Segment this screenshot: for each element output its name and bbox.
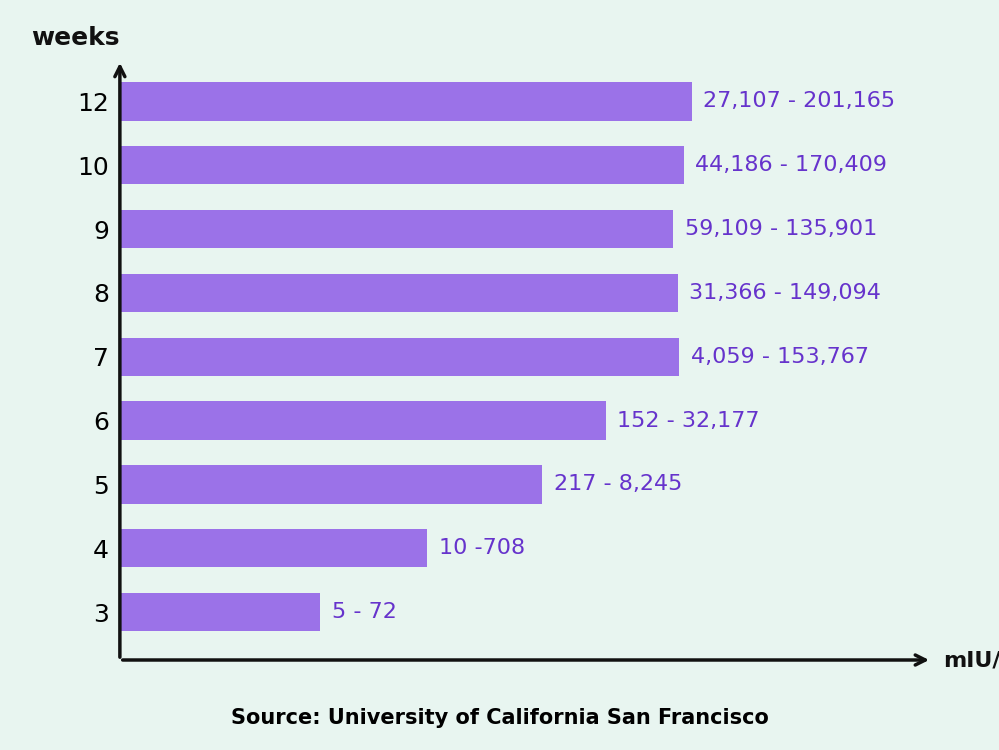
Text: weeks: weeks	[31, 26, 120, 50]
Bar	[120, 338, 679, 376]
Bar	[120, 401, 606, 439]
Text: 4,059 - 153,767: 4,059 - 153,767	[690, 346, 868, 367]
Text: 217 - 8,245: 217 - 8,245	[553, 475, 682, 494]
Text: mIU/ml: mIU/ml	[943, 650, 999, 670]
Bar	[120, 82, 691, 121]
Bar	[120, 530, 428, 568]
Text: Source: University of California San Francisco: Source: University of California San Fra…	[231, 707, 768, 728]
Bar	[120, 593, 320, 632]
Bar	[120, 146, 684, 184]
Text: 31,366 - 149,094: 31,366 - 149,094	[689, 283, 881, 303]
Bar	[120, 210, 673, 248]
Bar	[120, 274, 677, 312]
Bar	[120, 465, 542, 503]
Text: 5 - 72: 5 - 72	[332, 602, 397, 622]
Text: 59,109 - 135,901: 59,109 - 135,901	[684, 219, 877, 239]
Text: 44,186 - 170,409: 44,186 - 170,409	[695, 155, 887, 176]
Text: 152 - 32,177: 152 - 32,177	[617, 411, 760, 430]
Text: 27,107 - 201,165: 27,107 - 201,165	[703, 92, 895, 112]
Text: 10 -708: 10 -708	[439, 538, 524, 558]
